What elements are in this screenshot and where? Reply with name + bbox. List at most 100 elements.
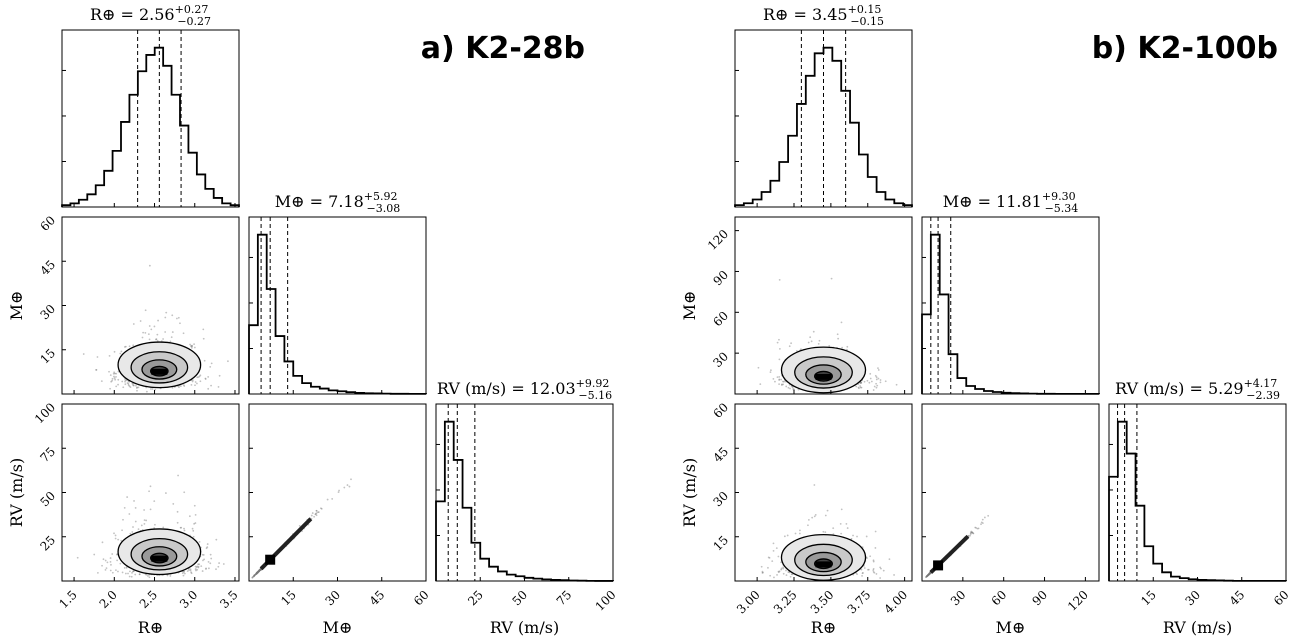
sample-point [208, 567, 210, 569]
y-axis-label-1: M⊕ [7, 291, 26, 321]
sample-point [122, 572, 124, 574]
x-tick-label: 90 [1029, 588, 1050, 609]
sample-point [876, 385, 878, 387]
sample-point [879, 577, 881, 579]
sample-point [772, 378, 774, 380]
sample-point [149, 265, 151, 267]
sample-point [129, 533, 131, 535]
x-axis-label-1: M⊕ [323, 618, 353, 637]
sample-point [107, 561, 109, 563]
cell-1-1: M⊕ = 11.81+9.30 −5.34 [922, 190, 1099, 394]
sample-point [784, 535, 786, 537]
density-peak [816, 561, 832, 567]
y-tick-label: 45 [37, 257, 58, 278]
sample-point [183, 528, 185, 530]
sample-point [142, 332, 144, 334]
cell-2-2: RV (m/s) = 12.03+9.92 −5.16 25 50 75 100 [436, 377, 619, 614]
density-peak [933, 560, 943, 570]
sample-point [769, 575, 771, 577]
sample-point [115, 569, 117, 571]
sample-point [200, 565, 202, 567]
sample-point [859, 385, 861, 387]
sample-point [157, 320, 159, 322]
sample-point [969, 535, 971, 537]
sample-point [124, 381, 126, 383]
sample-point [855, 386, 857, 388]
sample-point [122, 519, 124, 521]
density-peak [151, 369, 167, 375]
sample-point [194, 347, 196, 349]
sample-point [152, 388, 154, 390]
sample-point [162, 526, 164, 528]
histogram-step [62, 48, 239, 207]
sample-point [101, 380, 103, 382]
sample-point [113, 371, 115, 373]
sample-point [202, 328, 204, 330]
sample-point [190, 571, 192, 573]
sample-point [202, 554, 204, 556]
sample-point [191, 347, 193, 349]
sample-point [180, 527, 182, 529]
sample-point [133, 500, 135, 502]
sample-point [196, 376, 198, 378]
sample-point [866, 536, 868, 538]
sample-point [783, 573, 785, 575]
sample-point [781, 568, 783, 570]
param-summary-2: RV (m/s) = 5.29+4.17 −2.39 [1115, 377, 1280, 402]
sample-point [874, 386, 876, 388]
sample-point [117, 539, 119, 541]
x-tick-label: 60 [989, 588, 1010, 609]
sample-point [970, 533, 972, 535]
histogram-step [436, 422, 613, 581]
sample-point [758, 367, 760, 369]
sample-point [869, 373, 871, 375]
x-tick-label: 45 [367, 588, 388, 609]
sample-point [153, 500, 155, 502]
sample-point [119, 353, 121, 355]
sample-point [110, 564, 112, 566]
cell-0-0: R⊕ = 2.56+0.27 −0.27 [62, 3, 239, 207]
sample-point [847, 527, 849, 529]
histogram-step [922, 235, 1099, 394]
sample-point [861, 575, 863, 577]
sample-point [167, 575, 169, 577]
sample-point [183, 571, 185, 573]
sample-point [227, 360, 229, 362]
sample-point [870, 378, 872, 380]
sample-point [189, 344, 191, 346]
param-summary-2: RV (m/s) = 12.03+9.92 −5.16 [437, 377, 612, 402]
sample-point [124, 346, 126, 348]
sample-point [103, 558, 105, 560]
sample-point [785, 386, 787, 388]
sample-point [119, 563, 121, 565]
sample-point [868, 569, 870, 571]
sample-point [83, 353, 85, 355]
sample-point [144, 523, 146, 525]
y-tick-label: 30 [37, 302, 58, 323]
sample-point [799, 529, 801, 531]
sample-point [338, 491, 340, 493]
sample-point [864, 381, 866, 383]
sample-point [811, 340, 813, 342]
sample-point [840, 523, 842, 525]
sample-point [885, 380, 887, 382]
sample-point [893, 574, 895, 576]
sample-point [770, 371, 772, 373]
sample-point [875, 383, 877, 385]
sample-point [210, 558, 212, 560]
x-tick-label: 15 [278, 588, 299, 609]
panel-title: a) K2-28b [421, 31, 585, 66]
sample-point [205, 378, 207, 380]
sample-point [789, 345, 791, 347]
sample-point [790, 342, 792, 344]
sample-point [773, 550, 775, 552]
cell-2-2: RV (m/s) = 5.29+4.17 −2.3915 30 45 60 [1109, 377, 1292, 608]
y-tick-label: 45 [710, 444, 731, 465]
sample-point [777, 556, 779, 558]
sample-point [972, 532, 974, 534]
sample-point [180, 385, 182, 387]
x-tick-label: 25 [465, 588, 486, 609]
sample-point [95, 369, 97, 371]
sample-point [982, 519, 984, 521]
x-tick-label: 3.25 [771, 588, 800, 617]
